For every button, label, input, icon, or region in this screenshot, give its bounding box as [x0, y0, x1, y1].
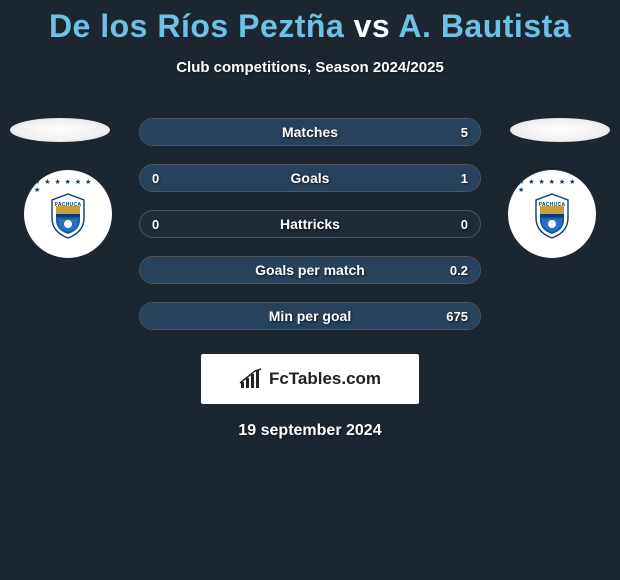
stat-value-right: 1: [461, 171, 468, 186]
stat-value-right: 675: [446, 309, 468, 324]
stat-label: Goals per match: [140, 262, 480, 278]
date-line: 19 september 2024: [10, 422, 610, 440]
club-badge-right: ★ ★ ★ ★ ★ ★ ★ PACHUCA: [508, 170, 596, 258]
club-badge-left: ★ ★ ★ ★ ★ ★ ★ PACHUCA: [24, 170, 112, 258]
page-title: De los Ríos Peztña vs A. Bautista: [0, 0, 620, 45]
badge-club-name-right: PACHUCA: [532, 202, 572, 208]
title-player-1: De los Ríos Peztña: [49, 8, 344, 44]
shield-icon: [48, 192, 88, 240]
player-photo-placeholder-left: [10, 118, 110, 142]
stat-value-right: 5: [461, 125, 468, 140]
stat-row: Goals per match0.2: [139, 256, 481, 284]
logo-text: FcTables.com: [269, 369, 381, 389]
stat-row: Min per goal675: [139, 302, 481, 330]
badge-club-name-left: PACHUCA: [48, 202, 88, 208]
stat-value-right: 0.2: [450, 263, 468, 278]
stat-row: 0Goals1: [139, 164, 481, 192]
bar-chart-icon: [239, 368, 263, 390]
subtitle: Club competitions, Season 2024/2025: [0, 59, 620, 76]
title-player-2: A. Bautista: [398, 8, 571, 44]
stat-value-right: 0: [461, 217, 468, 232]
stat-label: Min per goal: [140, 308, 480, 324]
fctables-logo[interactable]: FcTables.com: [201, 354, 419, 404]
stat-label: Matches: [140, 124, 480, 140]
stat-label: Goals: [140, 170, 480, 186]
stat-row: 0Hattricks0: [139, 210, 481, 238]
stats-list: Matches50Goals10Hattricks0Goals per matc…: [139, 118, 481, 330]
shield-icon: [532, 192, 572, 240]
comparison-area: ★ ★ ★ ★ ★ ★ ★ PACHUCA ★ ★ ★ ★ ★ ★ ★: [0, 118, 620, 440]
stat-label: Hattricks: [140, 216, 480, 232]
title-vs: vs: [344, 8, 398, 44]
player-photo-placeholder-right: [510, 118, 610, 142]
stat-row: Matches5: [139, 118, 481, 146]
